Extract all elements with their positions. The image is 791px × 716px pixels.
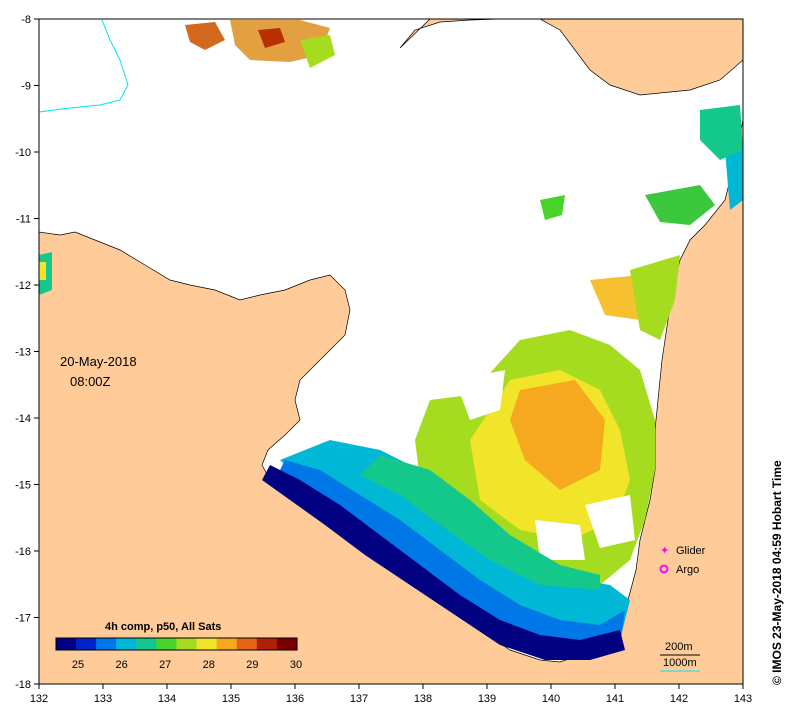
x-tick-label: 135 [222,693,240,705]
glider-marker-icon: ✦ [660,545,669,557]
x-tick-label: 133 [94,693,112,705]
colorbar-frame [55,637,298,651]
x-tick-label: 138 [414,693,432,705]
x-tick-label: 134 [158,693,176,705]
credit-text: © IMOS 23-May-2018 04:59 Hobart Time [770,460,784,685]
y-tick-label: -17 [15,613,31,625]
y-tick-label: -9 [21,81,31,93]
y-tick-label: -14 [15,413,31,425]
y-tick-label: -12 [15,280,31,292]
x-tick-label: 136 [286,693,304,705]
colorbar-swatch [116,638,137,650]
contour-line [38,19,129,113]
x-tick-label: 140 [542,693,560,705]
colorbar-swatch [176,638,198,650]
y-axis: -8 -9 -10 -11 -12 -13 -14 -15 -16 -17 -18 [15,14,39,691]
y-tick-label: -13 [15,347,31,359]
colorbar-title: 4h comp, p50, All Sats [105,621,221,633]
colorbar-swatch [216,638,238,650]
time-label: 08:00Z [70,374,111,389]
colorbar-gradient [55,637,298,651]
legend: ✦ Glider Argo [659,545,706,576]
y-tick-label: -11 [16,214,31,226]
colorbar-tick-label: 29 [246,659,258,671]
argo-marker-icon [659,564,669,574]
colorbar-tick-label: 28 [203,659,215,671]
y-tick-label: -18 [15,679,31,691]
colorbar-swatch [76,638,97,650]
colorbar-swatch [236,638,258,650]
colorbar-swatch [276,638,298,650]
colorbar-swatch [156,638,177,650]
colorbar-tick-label: 26 [115,659,127,671]
contour-legend: 200m 1000m [660,641,700,672]
x-tick-label: 142 [670,693,688,705]
y-tick-label: -8 [21,14,31,26]
legend-glider: Glider [676,545,706,557]
legend-argo: Argo [676,564,699,576]
x-tick-label: 143 [734,693,752,705]
colorbar: 4h comp, p50, All Sats 25 26 27 28 29 30 [55,621,302,671]
colorbar-tick-label: 30 [290,659,302,671]
colorbar-swatch [96,638,117,650]
y-tick-label: -16 [15,546,31,558]
colorbar-swatch [256,638,278,650]
x-tick-label: 132 [30,693,48,705]
contour-200m-label: 200m [665,641,693,653]
y-tick-label: -15 [15,480,31,492]
x-tick-label: 137 [350,693,368,705]
colorbar-ticks: 25 26 27 28 29 30 [72,659,302,671]
colorbar-tick-label: 25 [72,659,84,671]
sst-data-layer [39,20,743,660]
colorbar-swatch [136,638,157,650]
x-tick-label: 139 [478,693,496,705]
colorbar-swatch [56,638,77,650]
date-label: 20-May-2018 [60,354,137,369]
contour-1000m-label: 1000m [663,657,697,669]
colorbar-swatch [196,638,218,650]
y-tick-label: -10 [15,147,31,159]
colorbar-tick-label: 27 [159,659,171,671]
x-axis: 132 133 134 135 136 137 138 139 140 141 142 143 [30,684,752,705]
x-tick-label: 141 [606,693,624,705]
